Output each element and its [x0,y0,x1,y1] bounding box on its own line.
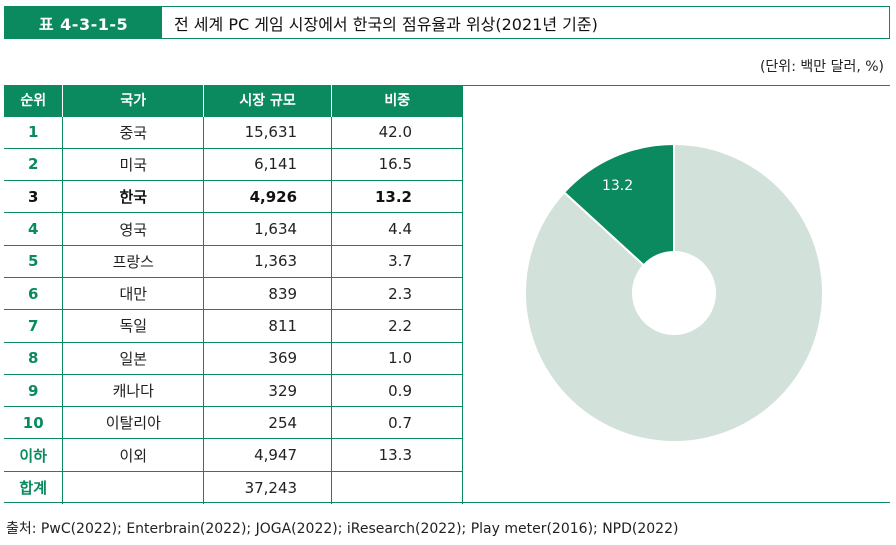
share-cell [331,470,463,504]
share-cell: 3.7 [331,244,463,278]
market-size-cell: 839 [203,276,332,310]
country-cell [62,470,204,504]
rank-cell: 10 [4,406,63,439]
rank-cell: 4 [4,212,63,246]
country-cell: 영국 [62,212,204,246]
market-size-cell: 254 [203,406,332,439]
country-cell: 캐나다 [62,373,204,407]
country-cell: 이탈리아 [62,406,204,439]
market-size-cell: 1,363 [203,244,332,278]
share-cell: 4.4 [331,212,463,246]
rank-cell: 1 [4,115,63,149]
rank-cell: 이하 [4,438,63,472]
market-size-cell: 811 [203,309,332,343]
table-header-row: 순위 국가 시장 규모 비중 [4,85,463,116]
header-country: 국가 [62,85,204,116]
rank-cell: 2 [4,147,63,181]
table-row: 7 독일 811 2.2 [4,309,463,343]
share-cell: 13.2 [331,180,463,213]
share-cell: 16.5 [331,147,463,181]
share-cell: 2.3 [331,276,463,310]
country-cell: 프랑스 [62,244,204,278]
table-row: 10 이탈리아 254 0.7 [4,406,463,439]
table-row: 2 미국 6,141 16.5 [4,147,463,181]
pie-slice [562,142,675,267]
table-row: 이하 이외 4,947 13.3 [4,438,463,472]
share-cell: 2.2 [331,309,463,343]
market-size-cell: 6,141 [203,147,332,181]
header-rank: 순위 [4,85,63,116]
market-size-cell: 4,947 [203,438,332,472]
share-cell: 1.0 [331,341,463,375]
country-cell: 독일 [62,309,204,343]
table-row: 8 일본 369 1.0 [4,341,463,375]
table-row: 6 대만 839 2.3 [4,276,463,310]
table-row: 1 중국 15,631 42.0 [4,115,463,149]
table-row: 합계 37,243 [4,470,463,504]
rank-cell: 5 [4,244,63,278]
table-row: 9 캐나다 329 0.9 [4,373,463,407]
share-cell: 0.9 [331,373,463,407]
rank-cell: 7 [4,309,63,343]
table-number: 표 4-3-1-5 [5,7,162,38]
market-size-cell: 15,631 [203,115,332,149]
rank-cell: 3 [4,180,63,213]
share-cell: 42.0 [331,115,463,149]
table-row: 5 프랑스 1,363 3.7 [4,244,463,278]
rank-cell: 9 [4,373,63,407]
country-cell: 일본 [62,341,204,375]
ranking-table: 순위 국가 시장 규모 비중 1 중국 15,631 42.0 2 미국 6,141 16.5… [4,85,463,504]
table-body: 1 중국 15,631 42.0 2 미국 6,141 16.5 3 한국 4,926 13.2 4 영국… [4,115,463,504]
market-size-cell: 4,926 [203,180,332,213]
share-cell: 13.3 [331,438,463,472]
country-cell: 대만 [62,276,204,310]
unit-note: (단위: 백만 달러, %) [759,59,884,75]
country-cell: 미국 [62,147,204,181]
rank-cell: 8 [4,341,63,375]
title-bar: 표 4-3-1-5 전 세계 PC 게임 시장에서 한국의 점유율과 위상(20… [4,6,890,39]
source-note: 출처: PwC(2022); Enterbrain(2022); JOGA(20… [6,521,679,537]
share-cell: 0.7 [331,406,463,439]
market-size-cell: 1,634 [203,212,332,246]
market-size-cell: 369 [203,341,332,375]
header-market-size: 시장 규모 [203,85,332,116]
rank-cell: 합계 [4,470,63,504]
market-size-cell: 329 [203,373,332,407]
page-title: 전 세계 PC 게임 시장에서 한국의 점유율과 위상(2021년 기준) [174,14,598,34]
country-cell: 한국 [62,180,204,213]
pie-chart-area: 13.2 [463,86,890,502]
country-cell: 이외 [62,438,204,472]
table-row: 3 한국 4,926 13.2 [4,180,463,213]
country-cell: 중국 [62,115,204,149]
pie-slice [524,142,824,443]
slice-data-label: 13.2 [602,178,633,194]
header-share: 비중 [331,85,463,116]
table-row: 4 영국 1,634 4.4 [4,212,463,246]
rank-cell: 6 [4,276,63,310]
market-size-cell: 37,243 [203,470,332,504]
donut-chart: 13.2 [524,142,824,443]
